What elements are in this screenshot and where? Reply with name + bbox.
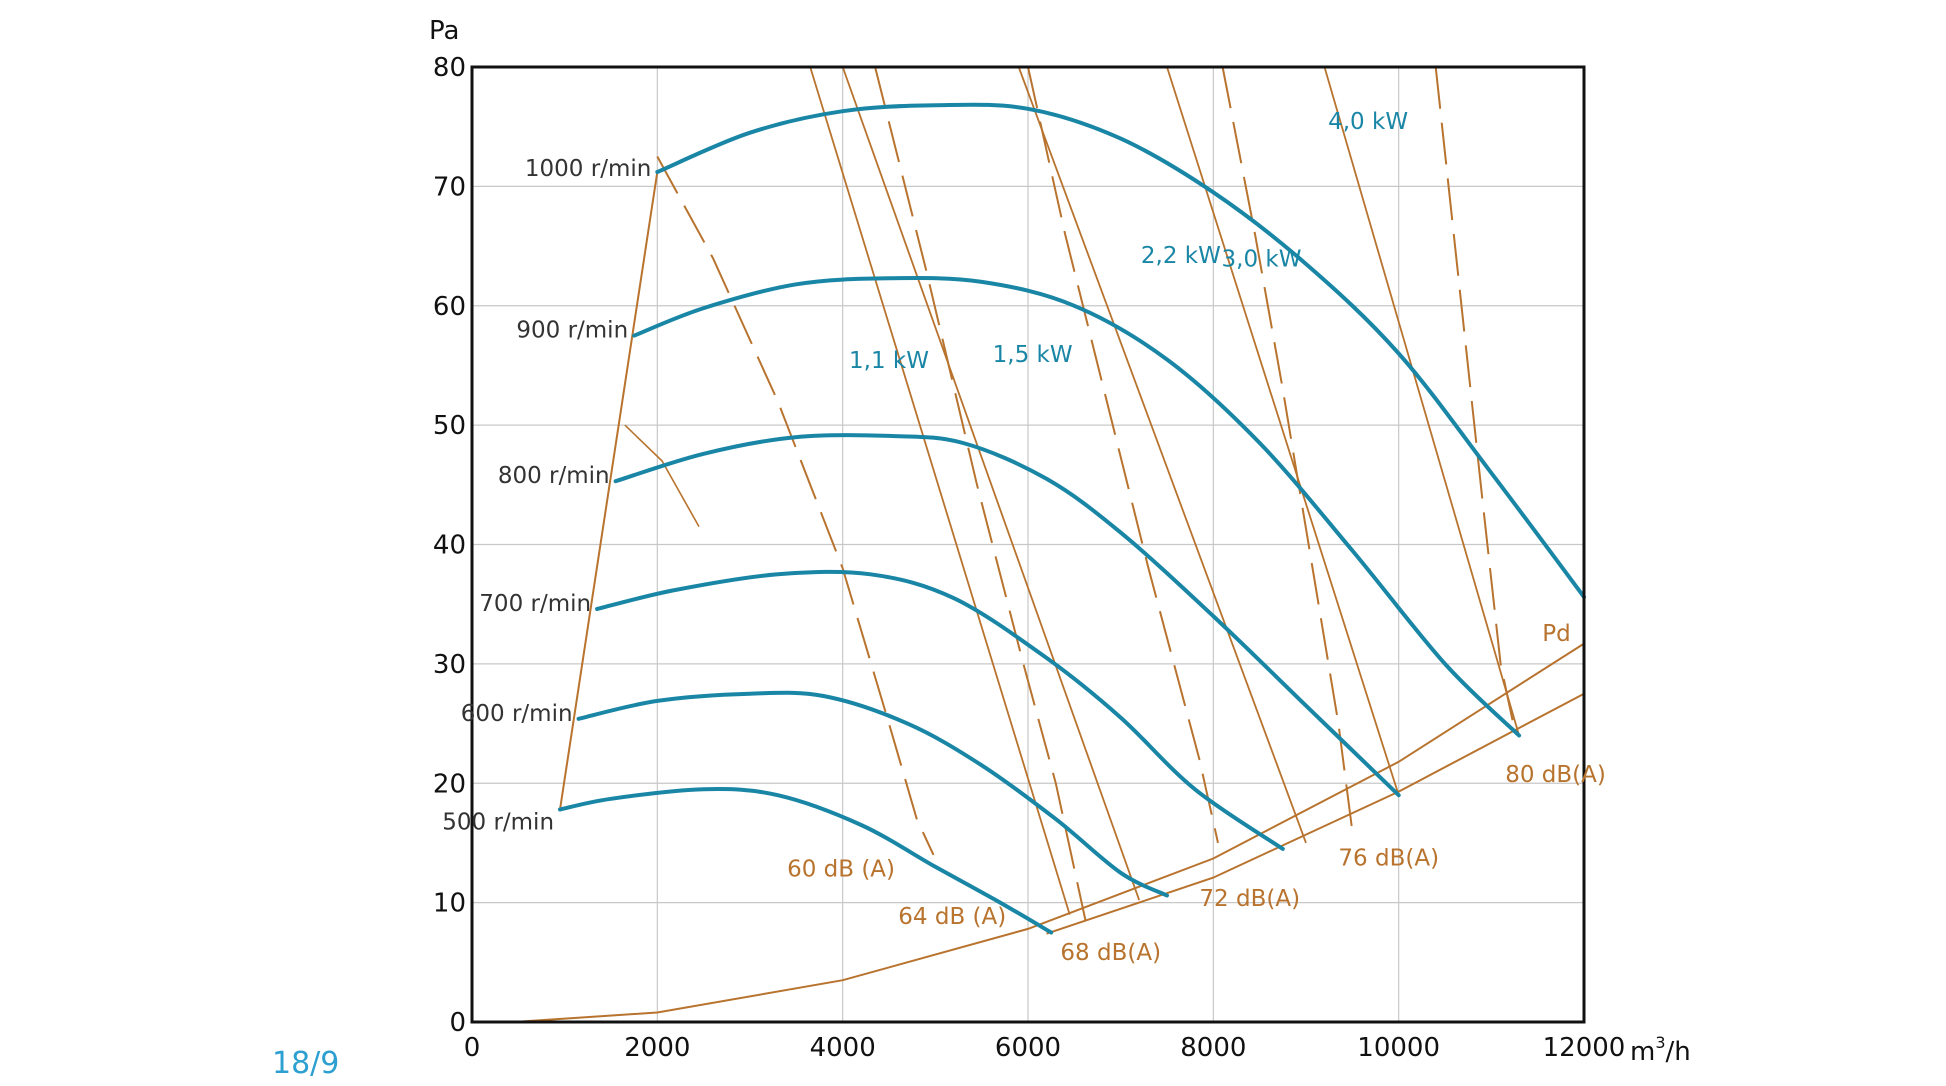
- power-line: [809, 66, 1071, 915]
- fan-curve: [595, 569, 1285, 851]
- fan-curve: [655, 102, 1586, 599]
- y-tick-label: 50: [433, 411, 466, 441]
- grid: [471, 66, 1585, 1023]
- power-line: [1166, 66, 1400, 796]
- power-label: 1,1 kW: [849, 348, 929, 374]
- axis-ticks: 0 2000 4000 6000 8000 10000 12000 0 10 20 30 40 50 60…: [433, 53, 1625, 1063]
- sound-line: [1434, 66, 1516, 730]
- fan-curve: [576, 690, 1169, 898]
- sound-label: 68 dB(A): [1060, 940, 1161, 966]
- y-tick-label: 30: [433, 650, 466, 680]
- fan-speed-curves: [558, 102, 1586, 935]
- plot-frame-rect: [470, 65, 1586, 1024]
- fan-curve: [558, 787, 1054, 935]
- pd-curve: [1046, 692, 1585, 935]
- y-tick-label: 10: [433, 889, 466, 919]
- power-label: 1,5 kW: [993, 342, 1073, 368]
- rpm-label: 600 r/min: [461, 701, 573, 727]
- y-axis-label: Pa: [429, 16, 459, 46]
- power-line: [841, 66, 1141, 901]
- fan-curve: [632, 276, 1522, 738]
- plot-frame: [470, 65, 1586, 1024]
- boundary-line: [559, 171, 659, 810]
- rpm-label: 500 r/min: [442, 810, 554, 836]
- y-tick-label: 20: [433, 769, 466, 799]
- sound-label: 64 dB (A): [898, 904, 1006, 930]
- x-tick-label: 2000: [624, 1033, 690, 1063]
- power-line: [1323, 66, 1520, 736]
- fan-curve: [613, 433, 1401, 798]
- figure-label: 18/9: [272, 1046, 340, 1081]
- sound-line: [656, 156, 935, 856]
- power-label: 2,2 kW: [1141, 243, 1221, 269]
- sound-level-lines: [656, 66, 1516, 921]
- y-tick-label: 40: [433, 531, 466, 561]
- power-line: [1017, 66, 1307, 844]
- sound-line: [1027, 66, 1219, 844]
- sound-label: 72 dB(A): [1199, 886, 1300, 912]
- rpm-label: 900 r/min: [516, 318, 628, 344]
- sound-label: 76 dB(A): [1338, 846, 1439, 872]
- y-tick-label: 60: [433, 292, 466, 322]
- x-tick-label: 12000: [1543, 1033, 1626, 1063]
- sound-line: [1221, 66, 1354, 832]
- x-tick-label: 6000: [995, 1033, 1061, 1063]
- rpm-label: 700 r/min: [479, 591, 591, 617]
- sound-bracket: [624, 424, 700, 527]
- x-tick-label: 4000: [810, 1033, 876, 1063]
- x-axis-label: m3/h: [1630, 1033, 1691, 1067]
- power-label: 4,0 kW: [1328, 109, 1408, 135]
- sound-line: [874, 66, 1087, 921]
- y-tick-label: 70: [433, 172, 466, 202]
- pd-label: Pd: [1542, 621, 1570, 647]
- operating-boundary: [559, 171, 700, 810]
- rpm-label: 1000 r/min: [525, 156, 651, 182]
- pd-curve: [513, 642, 1585, 1023]
- dynamic-pressure-curves: [513, 642, 1585, 1023]
- power-lines: [809, 66, 1520, 915]
- y-tick-label: 0: [449, 1008, 466, 1038]
- sound-label: 60 dB (A): [787, 856, 895, 882]
- x-tick-label: 8000: [1180, 1033, 1246, 1063]
- x-tick-label: 10000: [1357, 1033, 1440, 1063]
- sound-label: 80 dB(A): [1505, 762, 1606, 788]
- power-label: 3,0 kW: [1222, 246, 1302, 272]
- rpm-label: 800 r/min: [498, 463, 610, 489]
- curve-labels: 1000 r/min 900 r/min 800 r/min 700 r/min 600…: [442, 109, 1606, 966]
- x-tick-label: 0: [464, 1033, 481, 1063]
- y-tick-label: 80: [433, 53, 466, 83]
